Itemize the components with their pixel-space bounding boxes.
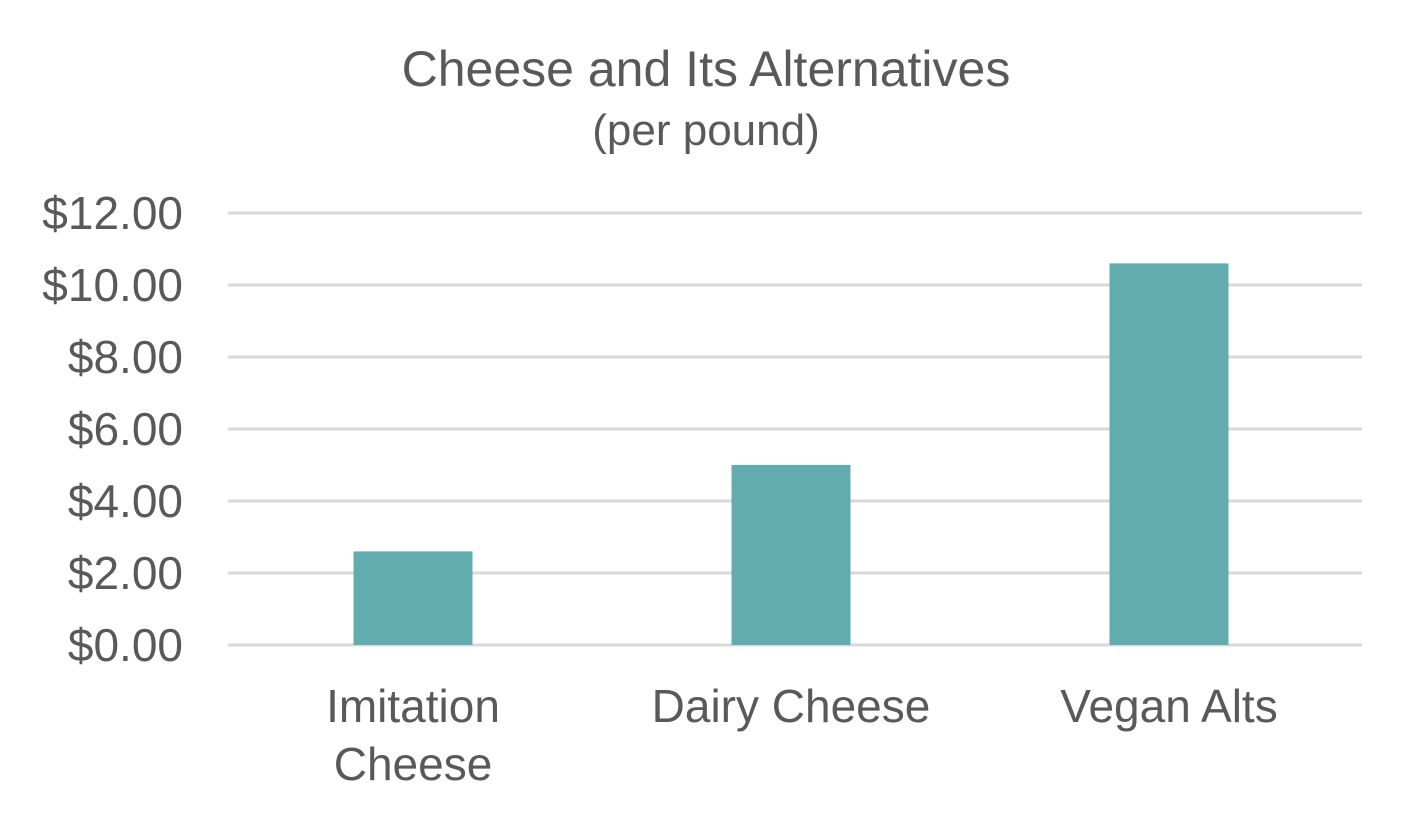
x-category-label: Dairy Cheese	[652, 680, 931, 732]
chart-subtitle: (per pound)	[592, 106, 819, 155]
x-axis-categories: Imitation Cheese Dairy Cheese Vegan Alts	[326, 680, 1278, 790]
x-category-label: Imitation	[326, 680, 500, 732]
x-category-label: Cheese	[334, 738, 493, 790]
y-tick-label: $6.00	[68, 403, 183, 455]
y-tick-label: $12.00	[42, 187, 183, 239]
y-tick-label: $8.00	[68, 331, 183, 383]
y-tick-label: $10.00	[42, 259, 183, 311]
bar	[1109, 263, 1229, 645]
y-tick-label: $0.00	[68, 619, 183, 671]
y-axis-ticks: $0.00 $2.00 $4.00 $6.00 $8.00 $10.00 $12.00	[42, 187, 183, 671]
chart-title: Cheese and Its Alternatives	[402, 41, 1011, 97]
x-category-label: Vegan Alts	[1060, 680, 1277, 732]
y-tick-label: $4.00	[68, 475, 183, 527]
y-tick-label: $2.00	[68, 547, 183, 599]
bar	[353, 551, 473, 645]
bar	[731, 465, 851, 645]
bars	[353, 263, 1229, 645]
